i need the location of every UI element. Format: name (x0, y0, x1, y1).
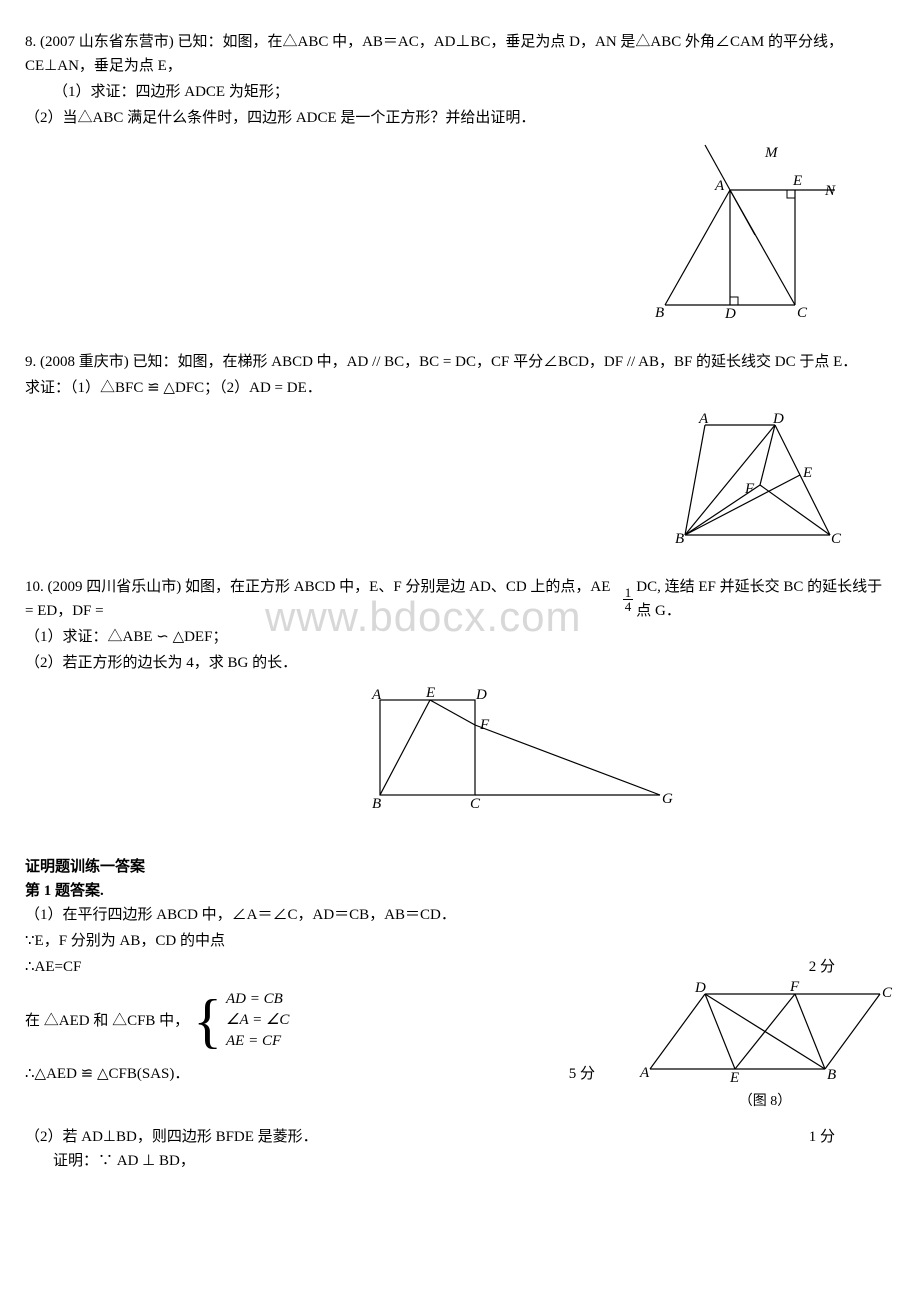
q1-brace2: ∠A = ∠C (226, 1010, 289, 1031)
p10-figure-wrap: A B C D E F G (145, 685, 895, 815)
p8-label-e: E (792, 173, 802, 189)
p10-label-d: D (475, 687, 487, 703)
p8-label-d: D (724, 306, 736, 322)
p10-fraction: 1 4 (623, 586, 634, 613)
q1-brace-row: 在 △AED 和 △CFB 中， { AD = CB ∠A = ∠C AE = … (25, 979, 895, 1113)
p9-figure: A B C D E F (675, 415, 845, 545)
p9-proof: 求证：（1）△BFC ≌ △DFC；（2）AD = DE． (25, 376, 895, 400)
q1-label-b: B (827, 1067, 836, 1083)
p8-label-c: C (797, 305, 808, 321)
q1-l3: ∴AE=CF (25, 955, 81, 979)
brace-icon: { (193, 991, 222, 1051)
p10-part2: （2）若正方形的边长为 4，求 BG 的长． (25, 651, 895, 675)
p8-label-m: M (764, 145, 779, 161)
q1-l1: （1）在平行四边形 ABCD 中，∠A＝∠C，AD＝CB，AB＝CD． (25, 903, 895, 927)
p8-part1: （1）求证：四边形 ADCE 为矩形； (25, 80, 895, 104)
p10-header-a: 10. (2009 四川省乐山市) 如图，在正方形 ABCD 中，E、F 分别是… (25, 575, 620, 623)
p8-label-b: B (655, 305, 664, 321)
p10-label-a: A (371, 687, 382, 703)
q1-brace-block: { AD = CB ∠A = ∠C AE = CF (189, 989, 289, 1052)
q1-figure: A B C D E F (635, 979, 895, 1079)
p10-label-f: F (479, 717, 490, 733)
p8-part2: （2）当△ABC 满足什么条件时，四边形 ADCE 是一个正方形？并给出证明． (25, 106, 895, 130)
q1-l3-row: ∴AE=CF 2 分 (25, 955, 895, 979)
p9-label-b: B (675, 531, 684, 547)
p9-label-a: A (698, 411, 709, 427)
p9-label-d: D (772, 411, 784, 427)
p10-header-row: 10. (2009 四川省乐山市) 如图，在正方形 ABCD 中，E、F 分别是… (25, 575, 895, 623)
q1-label-e: E (729, 1070, 739, 1086)
q1-l2: ∵E，F 分别为 AB，CD 的中点 (25, 929, 895, 953)
q1-score2: 5 分 (569, 1062, 595, 1086)
p8-label-n: N (824, 183, 836, 199)
p9-label-e: E (802, 465, 812, 481)
problem-10: 10. (2009 四川省乐山市) 如图，在正方形 ABCD 中，E、F 分别是… (25, 575, 895, 815)
p10-label-g: G (662, 791, 673, 807)
p8-figure: A B C D E M N (645, 145, 845, 320)
p9-label-f: F (744, 481, 755, 497)
q1-l6-row: （2）若 AD⊥BD，则四边形 BFDE 是菱形． 1 分 (25, 1125, 895, 1149)
q1-brace3: AE = CF (226, 1031, 289, 1052)
p10-figure: A B C D E F G (360, 685, 680, 815)
p9-label-c: C (831, 531, 842, 547)
q1-l4-pre: 在 △AED 和 △CFB 中， (25, 1009, 189, 1033)
q1-l6: （2）若 AD⊥BD，则四边形 BFDE 是菱形． (25, 1125, 318, 1149)
q1-l7: 证明：∵ AD ⊥ BD， (25, 1149, 895, 1173)
p10-frac-den: 4 (623, 600, 634, 613)
q1-label-a: A (639, 1065, 650, 1081)
p8-figure-wrap: A B C D E M N (25, 145, 845, 320)
p8-label-a: A (714, 178, 725, 194)
answers-section: 证明题训练一答案 第 1 题答案. （1）在平行四边形 ABCD 中，∠A＝∠C… (25, 855, 895, 1173)
p10-label-b: B (372, 796, 381, 812)
q1-brace1: AD = CB (226, 989, 289, 1010)
problem-8: 8. (2007 山东省东营市) 已知：如图，在△ABC 中，AB＝AC，AD⊥… (25, 30, 895, 320)
q1-label-f: F (789, 979, 800, 995)
q1-label-c: C (882, 985, 893, 1001)
p10-label-c: C (470, 796, 481, 812)
p10-frac-num: 1 (623, 586, 634, 600)
p10-header-b: DC, 连结 EF 并延长交 BC 的延长线于点 G． (636, 575, 895, 623)
q1-figure-wrap: A B C D E F （图 8） (635, 979, 895, 1113)
problem-9: 9. (2008 重庆市) 已知：如图，在梯形 ABCD 中，AD // BC，… (25, 350, 895, 545)
p8-header: 8. (2007 山东省东营市) 已知：如图，在△ABC 中，AB＝AC，AD⊥… (25, 30, 895, 78)
q1-l5: ∴△AED ≌ △CFB(SAS)． (25, 1062, 189, 1086)
q1-fig-caption: （图 8） (635, 1091, 895, 1113)
q1-score3: 1 分 (809, 1125, 835, 1149)
answers-title: 证明题训练一答案 (25, 855, 895, 879)
p10-part1: （1）求证：△ABE ∽ △DEF； (25, 625, 895, 649)
q1-label-d: D (694, 980, 706, 996)
p9-figure-wrap: A B C D E F (25, 415, 845, 545)
q1-score1: 2 分 (809, 955, 835, 979)
p10-label-e: E (425, 685, 435, 701)
q1-title: 第 1 题答案. (25, 879, 895, 903)
p9-header: 9. (2008 重庆市) 已知：如图，在梯形 ABCD 中，AD // BC，… (25, 350, 895, 374)
